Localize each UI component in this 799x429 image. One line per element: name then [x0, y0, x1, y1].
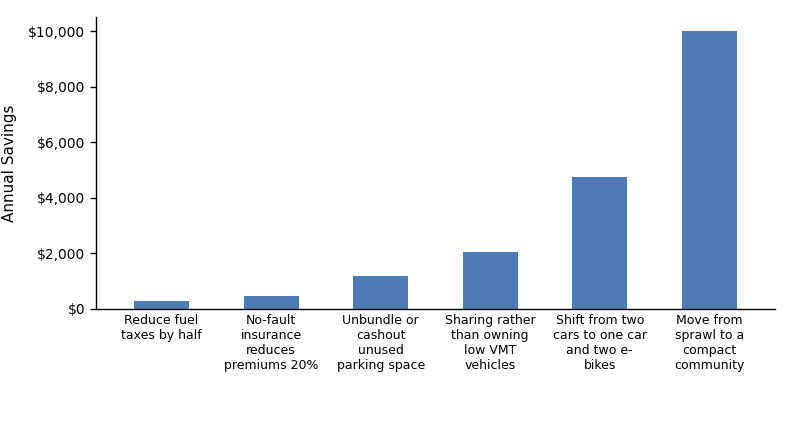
Bar: [134, 301, 189, 309]
Bar: [682, 31, 737, 309]
Bar: [353, 275, 408, 309]
Bar: [572, 177, 627, 309]
Bar: [463, 252, 518, 309]
Y-axis label: Annual Savings: Annual Savings: [2, 104, 18, 222]
Bar: [244, 296, 299, 309]
